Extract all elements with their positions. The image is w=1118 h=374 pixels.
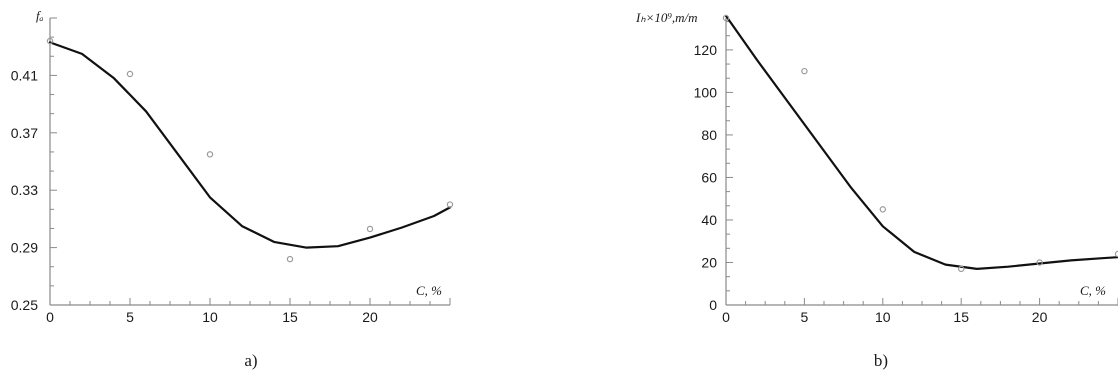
data-point — [46, 37, 54, 45]
y-tick-label: 0 — [709, 297, 717, 313]
y-axis-title: Iₕ×10⁹,m/m — [635, 10, 698, 25]
data-point — [206, 151, 214, 158]
data-point — [1114, 250, 1118, 258]
data-point — [1036, 259, 1043, 266]
data-point — [286, 255, 294, 263]
x-tick-label: 15 — [282, 309, 298, 325]
y-tick-label: 0.37 — [11, 125, 38, 141]
fit-curve — [724, 14, 1118, 270]
y-tick-label: 0.25 — [11, 297, 38, 313]
data-point — [958, 265, 965, 273]
x-tick-label: 15 — [953, 309, 969, 325]
x-tick-label: 0 — [46, 309, 54, 325]
x-axis-title: C, % — [416, 283, 442, 298]
y-tick-label: 0.29 — [11, 240, 38, 256]
y-tick-label: 40 — [701, 212, 717, 228]
x-tick-label: 10 — [202, 309, 218, 325]
x-tick-label: 20 — [362, 309, 378, 325]
data-point — [879, 206, 887, 213]
x-tick-label: 10 — [875, 309, 891, 325]
y-tick-label: 120 — [694, 42, 718, 58]
y-tick-label: 60 — [701, 169, 717, 185]
y-tick-label: 20 — [701, 254, 717, 270]
x-tick-label: 0 — [722, 309, 730, 325]
caption-b: b) — [874, 351, 888, 370]
caption-a: a) — [244, 351, 257, 370]
y-tick-label: 80 — [701, 127, 717, 143]
data-point — [801, 67, 808, 75]
data-point — [366, 225, 374, 233]
chart-panel-b: b) 0 5 10 15 20 0 20 40 60 80 100 120 Iₕ×10⁹,m/m C, % — [635, 10, 1118, 370]
y-tick-label: 100 — [694, 84, 718, 100]
x-tick-label: 5 — [801, 309, 809, 325]
x-tick-label: 5 — [126, 309, 134, 325]
y-tick-label: 0.33 — [11, 182, 38, 198]
data-point — [446, 201, 454, 208]
x-axis-title: C, % — [1080, 283, 1106, 298]
data-point — [722, 14, 730, 22]
y-axis-title: fₐ — [36, 8, 44, 23]
chart-panel-a: a) 0 5 10 15 20 0.25 0.29 0.33 0.37 0.41 fₐ C, % — [11, 8, 454, 370]
fit-curve — [48, 41, 452, 249]
y-tick-label: 0.41 — [11, 67, 38, 83]
x-tick-label: 20 — [1032, 309, 1048, 325]
data-point — [126, 70, 134, 78]
